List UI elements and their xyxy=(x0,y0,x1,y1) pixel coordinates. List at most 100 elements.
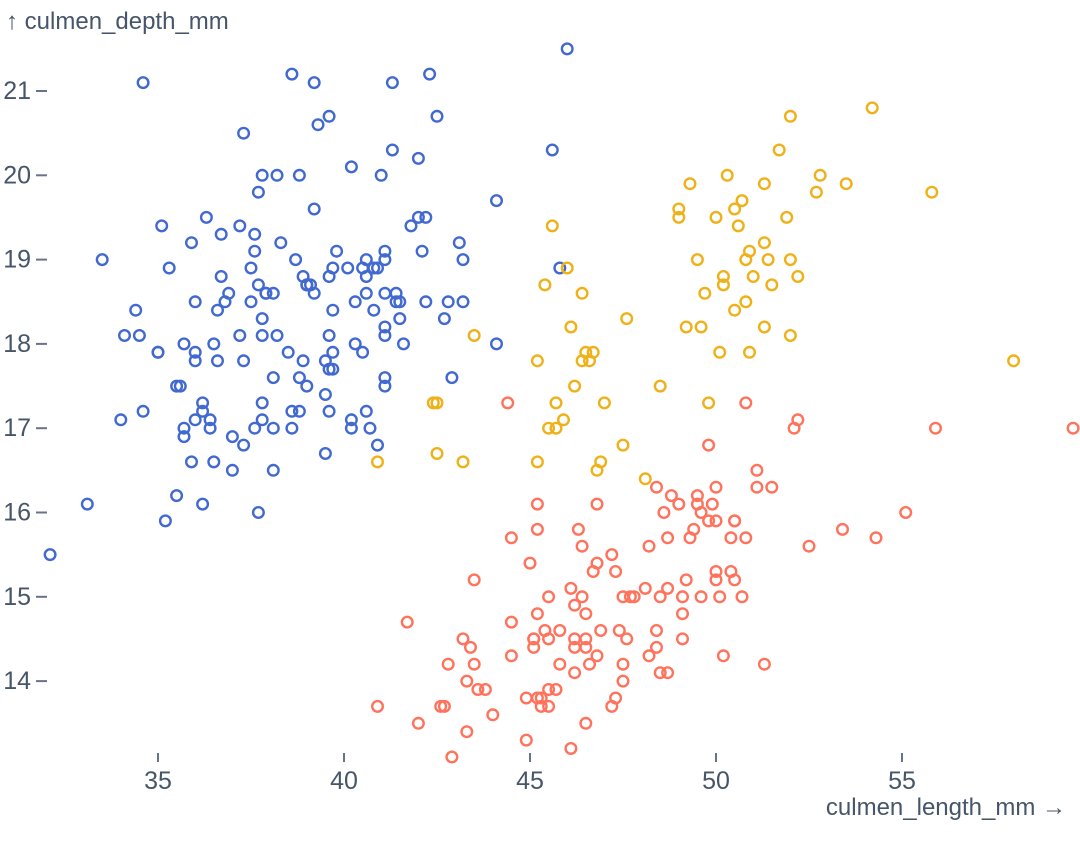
data-point xyxy=(739,396,753,410)
data-point xyxy=(791,270,805,284)
data-point xyxy=(367,261,381,275)
data-point xyxy=(713,345,727,359)
data-point xyxy=(527,640,541,654)
data-point xyxy=(519,691,533,705)
y-tick-label: 16 xyxy=(3,499,31,527)
data-point xyxy=(259,286,273,300)
data-point xyxy=(326,345,340,359)
data-point xyxy=(188,354,202,368)
data-point xyxy=(519,733,533,747)
data-point xyxy=(575,539,589,553)
data-point xyxy=(456,253,470,267)
data-point xyxy=(203,421,217,435)
data-point xyxy=(661,531,675,545)
data-point xyxy=(203,413,217,427)
data-point xyxy=(255,413,269,427)
data-point xyxy=(151,345,165,359)
data-point xyxy=(371,438,385,452)
data-points xyxy=(43,42,1080,764)
data-point xyxy=(564,320,578,334)
data-point xyxy=(397,337,411,351)
data-point xyxy=(597,396,611,410)
data-point xyxy=(501,396,515,410)
data-point xyxy=(214,270,228,284)
data-point xyxy=(155,219,169,233)
data-point xyxy=(739,295,753,309)
data-point xyxy=(642,649,656,663)
data-point xyxy=(233,329,247,343)
data-point xyxy=(188,295,202,309)
data-point xyxy=(460,674,474,688)
data-point xyxy=(836,522,850,536)
data-point xyxy=(378,379,392,393)
data-point xyxy=(620,632,634,646)
data-point xyxy=(490,337,504,351)
data-point xyxy=(289,253,303,267)
data-point xyxy=(385,76,399,90)
data-point xyxy=(623,590,637,604)
data-point xyxy=(661,666,675,680)
x-tick-label: 45 xyxy=(516,767,544,795)
data-point xyxy=(553,261,567,275)
data-point xyxy=(899,506,913,520)
data-point xyxy=(690,489,704,503)
data-point xyxy=(233,219,247,233)
data-point xyxy=(687,522,701,536)
data-point xyxy=(504,649,518,663)
data-point xyxy=(359,253,373,267)
data-point xyxy=(716,278,730,292)
data-point xyxy=(802,539,816,553)
data-point xyxy=(341,261,355,275)
data-point xyxy=(650,480,664,494)
data-point xyxy=(430,396,444,410)
data-point xyxy=(642,539,656,553)
data-point xyxy=(274,236,288,250)
data-point xyxy=(173,379,187,393)
data-point xyxy=(385,143,399,157)
data-point xyxy=(672,210,686,224)
data-point xyxy=(568,640,582,654)
data-point xyxy=(452,236,466,250)
data-point xyxy=(467,573,481,587)
data-point xyxy=(378,253,392,267)
data-point xyxy=(1066,421,1080,435)
data-point xyxy=(702,438,716,452)
x-axis: 35 40 45 50 55 xyxy=(144,753,916,795)
data-point xyxy=(136,76,150,90)
data-point xyxy=(292,371,306,385)
data-point xyxy=(300,278,314,292)
data-point xyxy=(542,590,556,604)
data-point xyxy=(378,244,392,258)
data-point xyxy=(411,210,425,224)
data-point xyxy=(657,506,671,520)
data-point xyxy=(237,438,251,452)
data-point xyxy=(430,109,444,123)
data-point xyxy=(780,210,794,224)
data-point xyxy=(255,396,269,410)
data-point xyxy=(114,413,128,427)
data-point xyxy=(266,286,280,300)
data-point xyxy=(709,573,723,587)
data-point xyxy=(460,725,474,739)
data-point xyxy=(616,590,630,604)
data-point xyxy=(534,691,548,705)
data-point xyxy=(530,354,544,368)
data-point xyxy=(415,244,429,258)
data-point xyxy=(772,143,786,157)
data-point xyxy=(296,354,310,368)
data-point xyxy=(594,624,608,638)
data-point xyxy=(728,573,742,587)
x-axis-title: culmen_length_mm → xyxy=(826,794,1066,821)
data-point xyxy=(266,463,280,477)
data-point xyxy=(530,455,544,469)
data-point xyxy=(620,312,634,326)
x-tick-label: 55 xyxy=(888,767,916,795)
data-point xyxy=(490,194,504,208)
data-point xyxy=(757,236,771,250)
data-point xyxy=(292,404,306,418)
data-point xyxy=(616,438,630,452)
data-point xyxy=(575,354,589,368)
data-point xyxy=(300,379,314,393)
data-point xyxy=(757,320,771,334)
data-point xyxy=(326,261,340,275)
